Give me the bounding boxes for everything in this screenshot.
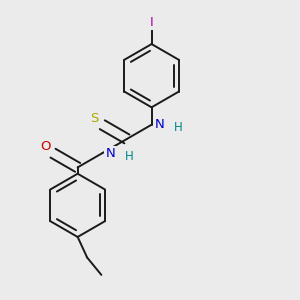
Text: O: O: [40, 140, 50, 153]
Text: H: H: [174, 122, 183, 134]
Text: N: N: [154, 118, 164, 131]
Text: S: S: [90, 112, 99, 125]
Text: H: H: [125, 150, 134, 163]
Text: I: I: [150, 16, 154, 29]
Text: N: N: [105, 147, 115, 160]
